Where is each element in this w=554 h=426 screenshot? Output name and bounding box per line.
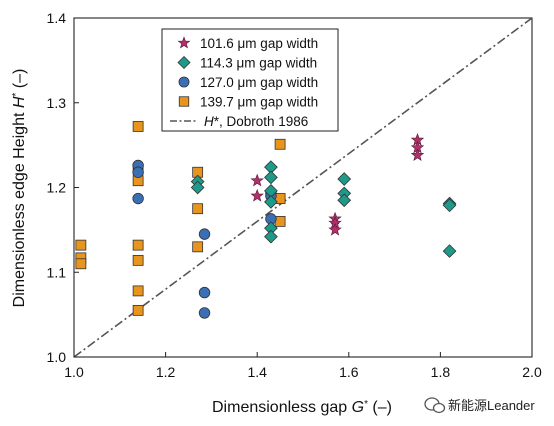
diamond-point <box>337 193 352 208</box>
diamond-point <box>264 229 278 244</box>
diamond-point <box>264 170 278 185</box>
square-point <box>274 138 286 150</box>
legend: 101.6 μm gap width 114.3 μm gap width 127.… <box>161 28 339 132</box>
diamond-point <box>264 195 278 209</box>
x-tick-label: 1.0 <box>64 364 84 380</box>
y-tick-label: 1.4 <box>47 10 67 26</box>
square-point <box>132 285 144 297</box>
square-point <box>132 254 144 266</box>
wechat-icon <box>424 397 446 414</box>
y-tick-label: 1.3 <box>47 95 67 111</box>
x-tick-label: 1.2 <box>156 364 176 380</box>
star-point <box>328 222 342 236</box>
legend-label: H*, Dobroth 1986 <box>204 114 308 129</box>
diamond-point <box>442 244 457 258</box>
y-tick-label: 1.2 <box>47 180 67 196</box>
legend-circle-marker <box>178 76 190 88</box>
legend-label: 101.6 μm gap width <box>200 36 318 51</box>
star-point <box>250 173 264 187</box>
circle-point <box>198 286 211 299</box>
square-point <box>132 239 144 251</box>
square-point <box>192 203 204 215</box>
diamond-point <box>190 180 205 195</box>
square-point <box>192 241 204 253</box>
legend-star-marker <box>177 36 191 49</box>
x-tick-label: 1.4 <box>247 364 267 380</box>
circle-point <box>198 228 211 240</box>
square-point <box>132 304 144 316</box>
diamond-point <box>337 172 352 186</box>
legend-square-marker <box>178 96 190 107</box>
y-tick-label: 1.0 <box>47 349 67 365</box>
x-tick-label: 2.0 <box>522 364 542 380</box>
reference-line <box>74 18 532 357</box>
circle-point <box>132 166 144 178</box>
legend-diamond-marker <box>177 55 191 70</box>
square-point <box>132 121 144 132</box>
star-point <box>410 148 425 162</box>
legend-label: 114.3 μm gap width <box>200 56 317 71</box>
diamond-point <box>442 198 457 213</box>
legend-label: 139.7 μm gap width <box>200 95 318 110</box>
x-tick-label: 1.8 <box>431 364 451 380</box>
circle-point <box>132 192 144 205</box>
watermark: 新能源Leander <box>424 397 535 414</box>
square-point <box>75 258 87 270</box>
x-axis-title: Dimensionless gap G* (–) <box>212 399 392 417</box>
square-point <box>75 239 87 251</box>
legend-label: 127.0 μm gap width <box>200 75 318 90</box>
y-tick-label: 1.1 <box>47 264 67 280</box>
y-axis-title: Dimensionless edge Height H* (–) <box>11 69 29 308</box>
legend-box <box>161 28 339 132</box>
watermark-text: 新能源Leander <box>448 398 535 413</box>
x-tick-label: 1.6 <box>339 364 359 380</box>
circle-point <box>198 307 211 319</box>
square-point <box>274 215 286 227</box>
star-point <box>250 188 264 202</box>
